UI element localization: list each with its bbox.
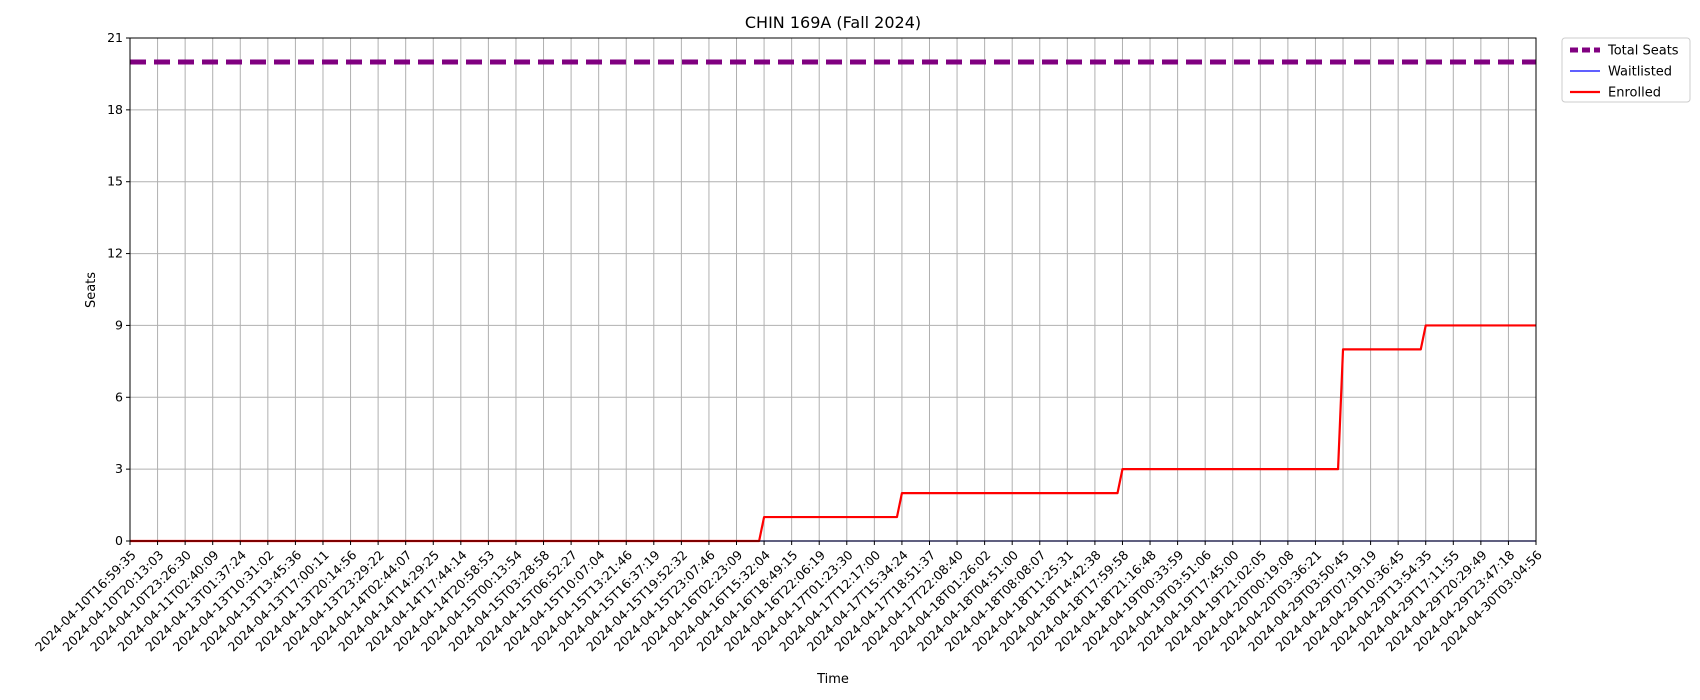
series-enrolled [130,324,1536,543]
y-tick-label: 0 [115,533,123,548]
y-tick-label: 6 [115,389,123,404]
y-tick-label: 9 [115,317,123,332]
legend-label: Total Seats [1607,44,1679,59]
chart-title: CHIN 169A (Fall 2024) [745,13,921,32]
legend-label: Enrolled [1608,86,1661,101]
y-tick-label: 21 [107,30,123,45]
legend-label: Waitlisted [1608,65,1672,80]
y-tick-label: 3 [115,461,123,476]
x-axis-label: Time [816,672,849,687]
y-tick-label: 15 [107,174,123,189]
y-axis: 0 3 6 9 12 15 18 21 [107,30,130,548]
grid [129,37,1537,542]
legend-box [1561,37,1691,103]
x-axis: 2024-04-10T16:59:352024-04-10T20:13:0320… [32,541,1545,654]
y-tick-label: 18 [107,102,123,117]
plot-frame [129,37,1537,542]
legend: Total Seats Waitlisted Enrolled [1561,37,1691,103]
y-tick-label: 12 [107,246,123,261]
y-axis-label: Seats [84,272,99,308]
